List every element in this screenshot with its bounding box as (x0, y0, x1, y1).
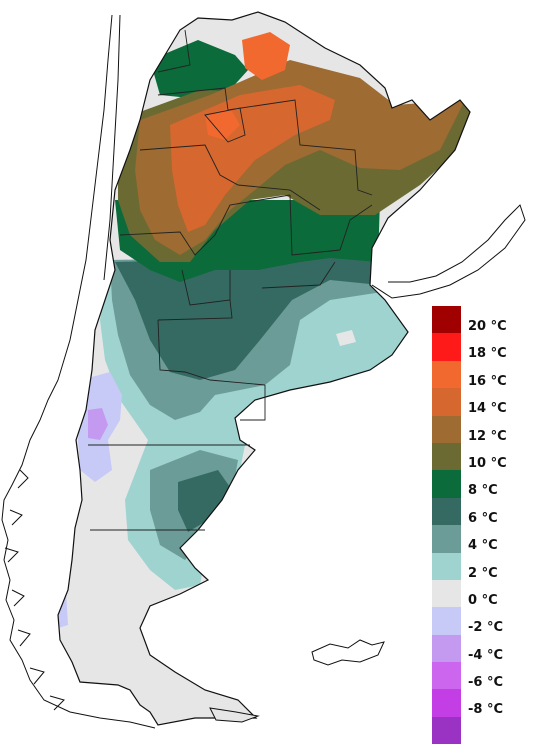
legend-row: 16 °C (432, 360, 532, 389)
argentina-outline (57, 11, 471, 726)
legend-row: -6 °C (432, 662, 532, 691)
legend-label: 20 °C (468, 319, 507, 334)
zone-zero-b (336, 330, 356, 346)
chile-border-line (103, 14, 121, 281)
legend-label: 10 °C (468, 455, 507, 471)
legend-row: -4 °C (432, 634, 532, 663)
legend-label: 16 °C (468, 373, 507, 389)
temperature-legend: 20 °C 18 °C 16 °C 14 °C 12 °C 10 °C 8 °C 6 °C 4 … (432, 306, 532, 745)
legend-label: -8 °C (468, 702, 504, 718)
legend-row: 12 °C (432, 415, 532, 444)
zone-two-b (300, 320, 360, 358)
legend-label: 14 °C (468, 401, 507, 417)
legend-swatch (432, 552, 461, 580)
malvinas-islands (311, 639, 385, 666)
legend-label: 8 °C (468, 483, 498, 499)
legend-swatch (432, 333, 461, 361)
legend-row: 20 °C (432, 306, 532, 334)
legend-swatch (432, 388, 461, 416)
legend-label: 4 °C (468, 538, 498, 554)
legend-swatch (432, 579, 461, 608)
uruguay-coast-line (371, 204, 526, 299)
legend-row: -2 °C (432, 607, 532, 636)
legend-row (432, 716, 532, 745)
legend-swatch (432, 470, 461, 498)
legend-swatch (432, 525, 461, 553)
legend-swatch (432, 634, 461, 663)
legend-label: 18 °C (468, 346, 507, 362)
legend-swatch (432, 716, 461, 745)
legend-label: 6 °C (468, 510, 498, 526)
zone-mtwo (58, 372, 122, 630)
legend-row: 8 °C (432, 470, 532, 499)
legend-row: -8 °C (432, 689, 532, 718)
legend-label: -6 °C (468, 675, 504, 691)
legend-swatch (432, 360, 461, 389)
zone-six (115, 255, 385, 532)
legend-row: 4 °C (432, 525, 532, 554)
legend-row: 14 °C (432, 388, 532, 417)
legend-row: 10 °C (432, 442, 532, 471)
legend-swatch (432, 442, 461, 471)
legend-label: 2 °C (468, 565, 498, 581)
legend-row: 0 °C (432, 579, 532, 608)
legend-row: 6 °C (432, 497, 532, 526)
legend-label: -2 °C (468, 620, 504, 636)
legend-label: 0 °C (468, 592, 498, 608)
zone-sixteen (205, 32, 290, 140)
province-borders (88, 29, 373, 531)
legend-swatch (432, 662, 461, 690)
legend-row: 2 °C (432, 552, 532, 581)
tierra-del-fuego (209, 707, 260, 723)
legend-swatch (432, 306, 461, 334)
legend-swatch (432, 497, 461, 526)
legend-swatch (432, 415, 461, 443)
legend-swatch (432, 607, 461, 635)
zone-mfour (88, 408, 108, 440)
chile-coast-line (1, 14, 156, 729)
legend-label: 12 °C (468, 428, 507, 444)
legend-row: 18 °C (432, 333, 532, 362)
legend-swatch (432, 689, 461, 717)
legend-label: -4 °C (468, 647, 504, 663)
chile-coast-islands (4, 469, 65, 711)
